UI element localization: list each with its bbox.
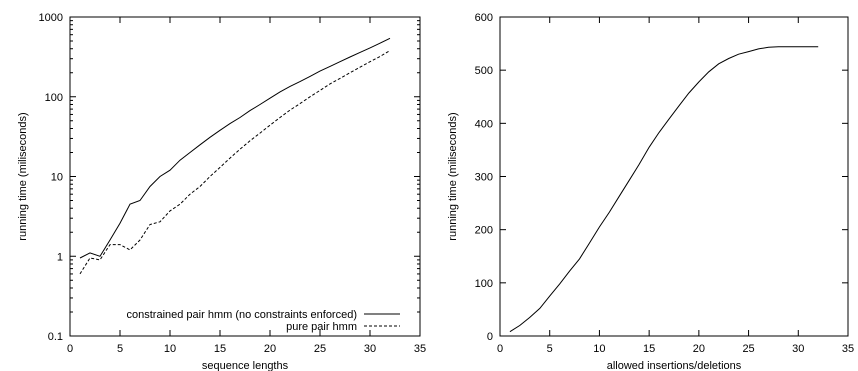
x-tick-label: 20 <box>264 343 276 355</box>
x-tick-label: 15 <box>643 343 655 355</box>
plot-frame <box>69 16 421 337</box>
x-tick-label: 10 <box>593 343 605 355</box>
series-line-1 <box>79 50 391 275</box>
y-tick-label: 400 <box>475 118 493 130</box>
y-tick-label: 10 <box>51 172 63 184</box>
x-tick-label: 35 <box>414 343 426 355</box>
x-tick-label: 25 <box>742 343 754 355</box>
right-chart: 0 5 10 15 20 25 30 35 0 100 200 300 400 500 600 allowed… <box>447 12 854 371</box>
y-tick-label: 600 <box>475 12 493 24</box>
plot-frame <box>499 16 849 337</box>
x-tick-label: 30 <box>364 343 376 355</box>
y-tick-label: 0 <box>487 331 493 343</box>
legend-label: pure pair hmm <box>286 321 357 333</box>
y-tick-label: 1 <box>57 251 63 263</box>
x-tick-label: 0 <box>67 343 73 355</box>
left-chart: 0 5 10 15 20 25 30 35 0.1 1 10 100 1000 sequence leng… <box>17 12 426 371</box>
y-tick-label: 0.1 <box>48 331 63 343</box>
y-tick-label: 1000 <box>39 12 63 24</box>
y-tick-label: 100 <box>475 278 493 290</box>
y-axis-title: running time (miliseconds) <box>447 112 459 240</box>
x-tick-label: 15 <box>214 343 226 355</box>
x-axis-title: allowed insertions/deletions <box>607 360 742 371</box>
x-tick-label: 25 <box>314 343 326 355</box>
series-line-0 <box>509 46 819 333</box>
x-tick-label: 30 <box>792 343 804 355</box>
x-tick-label: 35 <box>842 343 854 355</box>
x-tick-label: 0 <box>497 343 503 355</box>
x-tick-label: 10 <box>164 343 176 355</box>
y-tick-label: 300 <box>475 172 493 184</box>
y-tick-label: 100 <box>45 92 63 104</box>
x-tick-label: 5 <box>117 343 123 355</box>
y-tick-label: 200 <box>475 225 493 237</box>
x-tick-label: 5 <box>547 343 553 355</box>
x-axis-title: sequence lengths <box>202 360 289 371</box>
legend-label: constrained pair hmm (no constraints enf… <box>127 309 358 321</box>
y-axis-title: running time (miliseconds) <box>17 112 29 240</box>
y-tick-label: 500 <box>475 65 493 77</box>
series-line-0 <box>79 37 391 259</box>
x-tick-label: 20 <box>693 343 705 355</box>
